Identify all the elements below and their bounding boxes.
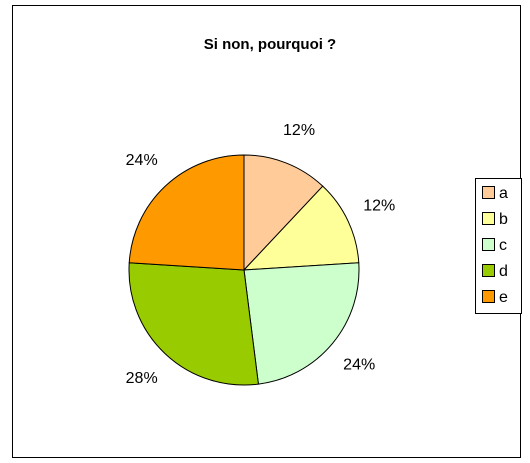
legend-label: c bbox=[499, 237, 507, 254]
chart-title: Si non, pourquoi ? bbox=[204, 36, 336, 53]
data-label: 28% bbox=[126, 370, 158, 387]
pie-slice bbox=[242, 185, 360, 271]
legend-swatch bbox=[482, 212, 495, 225]
legend-label: a bbox=[499, 185, 508, 202]
legend-swatch bbox=[482, 238, 495, 251]
legend-swatch bbox=[482, 290, 495, 303]
legend-label: d bbox=[499, 263, 508, 280]
legend-swatch bbox=[482, 264, 495, 277]
legend-label: b bbox=[499, 211, 508, 228]
data-label: 12% bbox=[283, 122, 315, 139]
pie-slice bbox=[128, 154, 245, 271]
pie-slice bbox=[243, 154, 324, 272]
legend-swatch bbox=[482, 186, 495, 199]
data-label: 12% bbox=[363, 198, 395, 215]
pie-slice bbox=[128, 262, 259, 386]
data-label: 24% bbox=[343, 357, 375, 374]
pie-slice bbox=[243, 262, 360, 385]
legend-label: e bbox=[499, 289, 508, 306]
data-label: 24% bbox=[126, 152, 158, 169]
